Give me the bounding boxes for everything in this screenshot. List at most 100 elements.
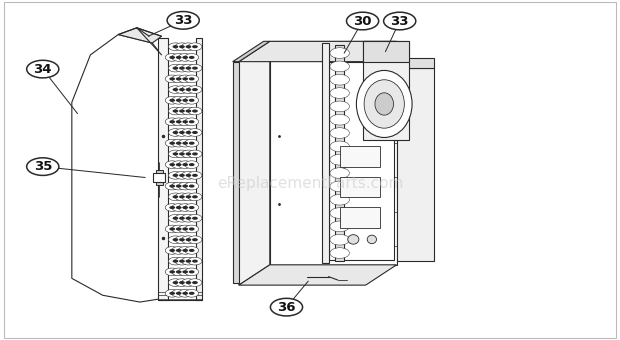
Circle shape xyxy=(169,172,182,179)
Circle shape xyxy=(182,215,195,222)
Circle shape xyxy=(182,99,188,102)
Circle shape xyxy=(169,270,175,273)
Circle shape xyxy=(169,43,182,51)
Circle shape xyxy=(172,88,179,91)
Circle shape xyxy=(192,281,198,284)
Circle shape xyxy=(189,56,195,59)
Text: 35: 35 xyxy=(33,160,52,173)
Polygon shape xyxy=(156,182,163,185)
Circle shape xyxy=(165,75,179,83)
Circle shape xyxy=(178,54,192,61)
Circle shape xyxy=(178,246,192,254)
Circle shape xyxy=(188,172,202,179)
Circle shape xyxy=(178,139,192,147)
Circle shape xyxy=(189,270,195,273)
Circle shape xyxy=(176,120,182,123)
Circle shape xyxy=(330,114,350,125)
Circle shape xyxy=(182,77,188,81)
Circle shape xyxy=(182,227,188,231)
Circle shape xyxy=(169,236,182,243)
Circle shape xyxy=(192,195,198,198)
Circle shape xyxy=(169,163,175,166)
Polygon shape xyxy=(270,41,397,265)
Circle shape xyxy=(169,227,175,231)
Polygon shape xyxy=(397,58,434,68)
Polygon shape xyxy=(239,265,397,285)
Circle shape xyxy=(182,150,195,158)
Circle shape xyxy=(192,109,198,113)
Text: eReplacementParts.com: eReplacementParts.com xyxy=(217,176,403,191)
Circle shape xyxy=(185,195,192,198)
Circle shape xyxy=(179,88,185,91)
Circle shape xyxy=(188,257,202,265)
Circle shape xyxy=(165,54,179,61)
Circle shape xyxy=(189,249,195,252)
Circle shape xyxy=(185,259,192,263)
Ellipse shape xyxy=(375,93,394,115)
Circle shape xyxy=(172,109,179,113)
Circle shape xyxy=(185,152,192,155)
Circle shape xyxy=(165,225,179,233)
Circle shape xyxy=(182,172,195,179)
Circle shape xyxy=(189,292,195,295)
Circle shape xyxy=(189,163,195,166)
Circle shape xyxy=(179,152,185,155)
Circle shape xyxy=(185,88,192,91)
Circle shape xyxy=(165,161,179,168)
Circle shape xyxy=(178,75,192,83)
Circle shape xyxy=(178,268,192,276)
Circle shape xyxy=(185,204,198,211)
Circle shape xyxy=(169,215,182,222)
Circle shape xyxy=(185,118,198,125)
Circle shape xyxy=(178,118,192,125)
Circle shape xyxy=(169,193,182,201)
Text: 36: 36 xyxy=(277,301,296,313)
Circle shape xyxy=(179,174,185,177)
Circle shape xyxy=(330,101,350,112)
Circle shape xyxy=(185,182,198,190)
Circle shape xyxy=(185,54,198,61)
Circle shape xyxy=(384,12,416,30)
Circle shape xyxy=(185,225,198,233)
Circle shape xyxy=(330,221,350,232)
Circle shape xyxy=(188,193,202,201)
FancyBboxPatch shape xyxy=(4,2,616,338)
Circle shape xyxy=(172,204,186,211)
Circle shape xyxy=(169,257,182,265)
Circle shape xyxy=(165,289,179,297)
Polygon shape xyxy=(72,35,162,302)
Circle shape xyxy=(188,43,202,51)
Circle shape xyxy=(188,64,202,72)
Circle shape xyxy=(172,238,179,241)
Circle shape xyxy=(182,86,195,94)
Circle shape xyxy=(179,131,185,134)
Circle shape xyxy=(188,107,202,115)
Circle shape xyxy=(169,107,182,115)
Circle shape xyxy=(192,67,198,70)
Circle shape xyxy=(188,150,202,158)
Circle shape xyxy=(192,259,198,263)
Circle shape xyxy=(172,289,186,297)
FancyBboxPatch shape xyxy=(340,207,380,227)
Polygon shape xyxy=(363,41,409,139)
Circle shape xyxy=(169,185,175,188)
Circle shape xyxy=(182,129,195,136)
Circle shape xyxy=(270,298,303,316)
Circle shape xyxy=(182,270,188,273)
Circle shape xyxy=(176,292,182,295)
Circle shape xyxy=(185,45,192,48)
Circle shape xyxy=(330,154,350,165)
Circle shape xyxy=(175,215,189,222)
Circle shape xyxy=(182,206,188,209)
Circle shape xyxy=(330,61,350,72)
Circle shape xyxy=(189,206,195,209)
Circle shape xyxy=(192,88,198,91)
Circle shape xyxy=(172,281,179,284)
Circle shape xyxy=(179,217,185,220)
Circle shape xyxy=(175,86,189,94)
Circle shape xyxy=(182,43,195,51)
Circle shape xyxy=(192,131,198,134)
Circle shape xyxy=(330,208,350,218)
Circle shape xyxy=(176,206,182,209)
Circle shape xyxy=(330,181,350,192)
